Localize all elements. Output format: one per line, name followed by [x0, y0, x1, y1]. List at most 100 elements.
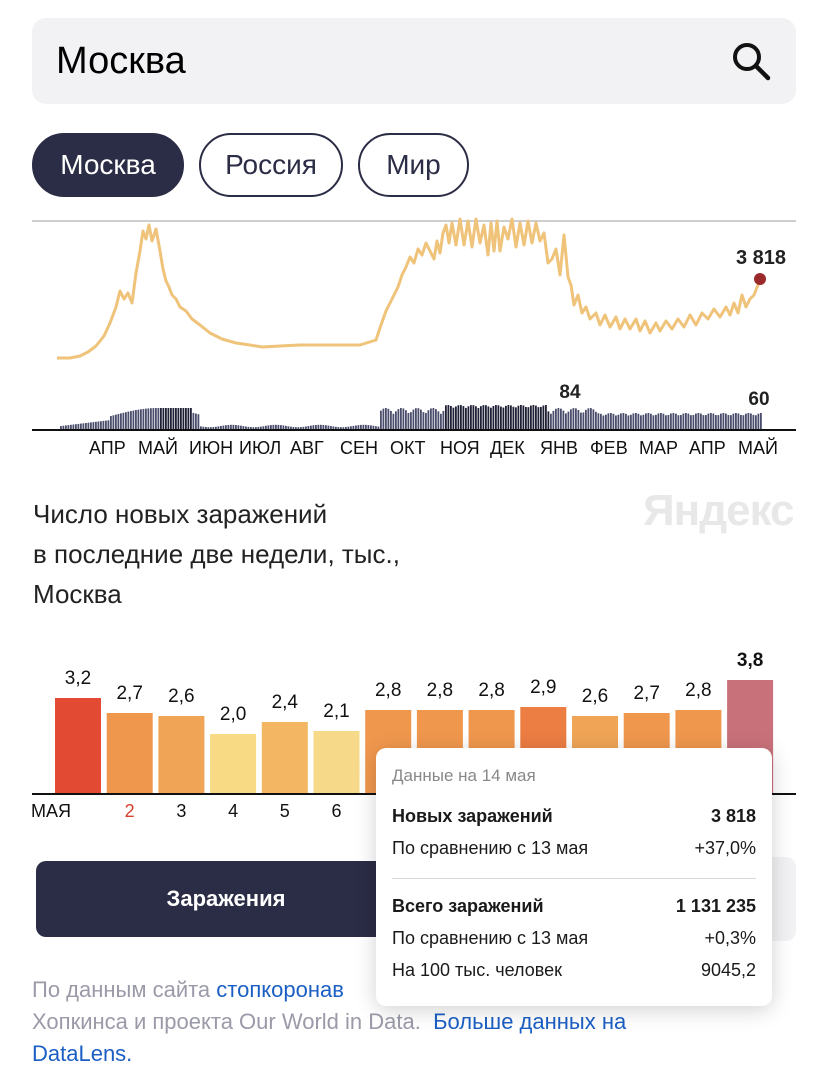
small-bar — [380, 410, 382, 430]
small-bar — [125, 412, 127, 430]
small-bar — [550, 413, 552, 430]
small-bar — [560, 408, 562, 430]
small-bar — [745, 413, 747, 430]
small-bar — [657, 413, 660, 430]
month-label: МАЙ — [738, 438, 778, 458]
small-bar — [485, 405, 487, 430]
bar-value-label: 2,4 — [271, 692, 298, 713]
bar-value-label: 2,7 — [633, 683, 660, 704]
datalens-link[interactable]: Больше данных на — [433, 1009, 627, 1034]
small-bar — [370, 425, 372, 430]
small-bar — [675, 413, 677, 430]
small-bar — [747, 413, 750, 430]
small-bar — [230, 424, 232, 430]
tooltip-new-row: Новых заражений 3 818 — [392, 806, 756, 827]
small-bar — [402, 408, 405, 430]
stopcoronavirus-link[interactable]: стопкоронав — [216, 977, 344, 1002]
small-bar — [250, 427, 252, 430]
small-bar — [192, 412, 195, 430]
small-bar — [182, 408, 185, 430]
small-bar — [347, 426, 350, 430]
small-bar — [617, 414, 620, 430]
small-bar — [70, 424, 72, 430]
tab-russia[interactable]: Россия — [199, 133, 343, 197]
small-bar — [397, 409, 400, 430]
small-bar — [312, 425, 315, 430]
bar[interactable] — [55, 698, 101, 794]
small-bar — [552, 410, 555, 430]
bar[interactable] — [261, 722, 308, 794]
infections-button[interactable]: Заражения — [36, 861, 416, 937]
small-bar — [460, 405, 462, 430]
small-bar — [632, 413, 635, 430]
small-bar — [285, 425, 287, 430]
small-bar — [117, 414, 120, 430]
small-bar — [487, 406, 490, 430]
small-bar — [175, 408, 177, 430]
small-bar — [142, 408, 145, 430]
small-bar — [647, 413, 650, 430]
small-bar — [672, 413, 675, 430]
small-bar — [322, 424, 325, 430]
small-bar — [172, 408, 175, 430]
month-label: АПР — [89, 438, 126, 458]
small-bar — [730, 415, 732, 430]
small-bar — [102, 420, 105, 430]
bar-value-label: 2,9 — [530, 677, 557, 698]
tooltip-compare-total-row: По сравнению с 13 мая +0,3% — [392, 928, 756, 949]
small-bar — [417, 408, 420, 430]
small-bar — [567, 411, 570, 430]
small-bar — [222, 425, 225, 430]
small-bar — [480, 406, 482, 430]
small-bar — [577, 409, 580, 430]
small-bar — [200, 426, 202, 430]
bar-value-label: 2,8 — [685, 680, 712, 701]
bar[interactable] — [313, 731, 360, 794]
small-bar — [232, 424, 235, 430]
small-bar — [145, 408, 147, 430]
small-bar — [162, 408, 165, 430]
small-bar — [277, 424, 280, 430]
small-bar — [400, 408, 402, 430]
small-bar — [90, 422, 92, 430]
small-bar — [190, 408, 192, 430]
small-bar — [405, 410, 407, 430]
small-bar — [97, 421, 100, 430]
small-bar — [82, 423, 85, 430]
small-bar — [225, 425, 227, 430]
small-bar — [257, 426, 260, 430]
bar[interactable] — [210, 734, 257, 794]
small-bar — [670, 413, 672, 430]
small-bar — [540, 406, 542, 430]
small-bar — [740, 414, 742, 430]
small-bar — [315, 424, 317, 430]
bar[interactable] — [106, 713, 153, 794]
small-bar — [517, 405, 520, 430]
small-bar — [625, 413, 627, 430]
tab-moscow[interactable]: Москва — [32, 133, 184, 197]
small-bar — [65, 425, 67, 430]
trend-line — [57, 217, 762, 360]
small-bar — [462, 406, 465, 430]
small-bar — [345, 426, 347, 430]
day-label: 3 — [176, 801, 187, 821]
tooltip-separator — [392, 878, 756, 879]
small-bar — [420, 409, 422, 430]
search-box[interactable]: Москва — [32, 18, 796, 104]
small-bar — [62, 425, 65, 430]
bar-value-label: 2,1 — [323, 701, 350, 722]
small-bar — [732, 413, 735, 430]
bar[interactable] — [158, 716, 205, 794]
small-bar — [327, 425, 330, 430]
search-icon[interactable] — [730, 40, 772, 82]
small-bar — [742, 415, 745, 430]
small-bar — [210, 427, 212, 430]
search-input[interactable]: Москва — [56, 40, 186, 82]
tab-world[interactable]: Мир — [358, 133, 469, 197]
tooltip-compare-label: По сравнению с 13 мая — [392, 838, 589, 858]
small-bar — [532, 405, 535, 430]
description-line: в последние две недели, тыс., — [33, 539, 400, 569]
datalens-link-tail[interactable]: DataLens. — [32, 1041, 133, 1066]
small-bar — [100, 421, 102, 430]
trend-chart[interactable]: 3 818 84 60 — [0, 215, 828, 435]
